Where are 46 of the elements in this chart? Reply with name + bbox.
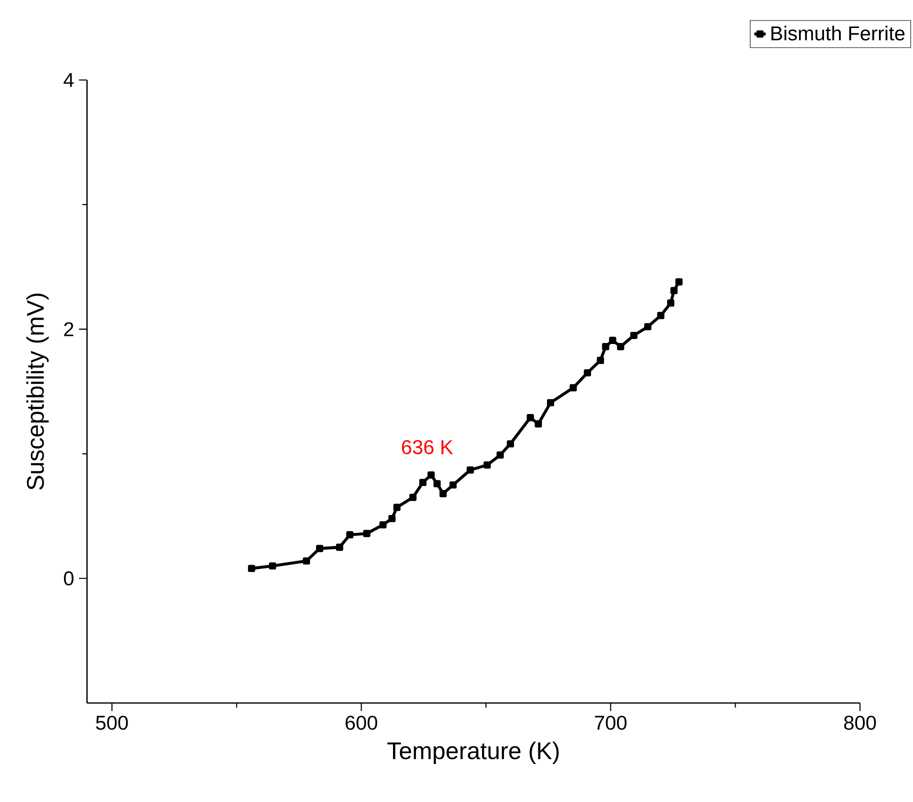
point [302, 557, 310, 565]
point [596, 356, 604, 364]
point [363, 530, 370, 538]
point [644, 323, 652, 330]
point [433, 480, 441, 488]
point [466, 466, 474, 474]
point [526, 414, 534, 422]
point [506, 440, 514, 448]
legend-label: Bismuth Ferrite [771, 26, 904, 40]
point [336, 544, 344, 551]
point [379, 521, 387, 528]
y-tick-label: 2 [64, 322, 74, 336]
point [667, 299, 674, 307]
x-axis-title: Temperature (K) [387, 742, 559, 764]
point [388, 514, 396, 522]
x-tick-label: 600 [346, 716, 378, 730]
point [419, 478, 426, 486]
point [546, 399, 554, 406]
point [268, 562, 276, 570]
y-axis-title: Susceptibility (mV) [26, 294, 49, 490]
point [657, 312, 664, 320]
y-tick-label: 4 [64, 73, 74, 87]
point [316, 544, 324, 552]
annotation: 636 K [402, 440, 453, 454]
point [609, 336, 616, 344]
point [248, 564, 256, 572]
point [570, 384, 577, 392]
point [439, 490, 447, 498]
point [496, 451, 504, 459]
point [484, 461, 491, 469]
point [630, 332, 638, 340]
point [602, 343, 610, 350]
point [428, 471, 435, 479]
y-tick-label: 0 [64, 571, 74, 586]
point [534, 420, 542, 428]
x-tick-label: 800 [844, 716, 876, 730]
point [584, 369, 592, 376]
point [670, 286, 678, 294]
point [449, 481, 457, 489]
point [617, 343, 624, 350]
x-tick-label: 700 [594, 716, 627, 730]
point [409, 494, 417, 501]
x-tick-label: 500 [96, 716, 128, 730]
point [346, 531, 354, 538]
point [675, 278, 683, 286]
point [393, 504, 401, 511]
